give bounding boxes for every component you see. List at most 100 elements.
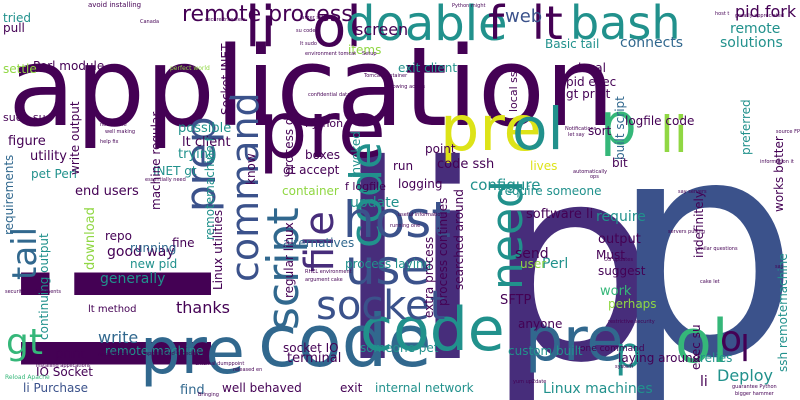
cloud-word: lt sudo xyxy=(300,41,317,47)
cloud-word: configure xyxy=(470,176,541,194)
cloud-word: useful information xyxy=(398,212,444,218)
cloud-word: require someone xyxy=(500,184,602,198)
cloud-word: need write xyxy=(100,122,127,128)
cloud-word: avoid installing xyxy=(88,1,142,9)
cloud-word: servers pulling xyxy=(668,229,705,235)
cloud-word: sort xyxy=(588,124,612,138)
cloud-word: output xyxy=(598,232,641,247)
cloud-word: sudo su xyxy=(3,111,46,124)
cloud-word: logging xyxy=(398,177,443,191)
cloud-word: laying around xyxy=(618,351,701,365)
cloud-word: p xyxy=(615,328,642,377)
cloud-word: ops xyxy=(590,174,599,180)
cloud-word: exec su xyxy=(689,324,703,370)
cloud-word: process dies xyxy=(282,100,296,175)
cloud-word: socket xyxy=(316,283,446,329)
cloud-word: pre xyxy=(440,92,542,165)
cloud-word: searched around xyxy=(452,189,466,290)
cloud-word: similar questions xyxy=(695,246,738,252)
cloud-word: items xyxy=(348,43,382,57)
cloud-word: lt client xyxy=(182,135,231,150)
cloud-word: local ssh xyxy=(507,64,520,112)
cloud-word: information it xyxy=(760,159,794,165)
cloud-word: connects xyxy=(620,35,684,51)
cloud-word: pre xyxy=(140,315,245,389)
cloud-word: lives xyxy=(530,159,558,173)
cloud-word: screen xyxy=(355,20,409,39)
cloud-word: Tomcat container xyxy=(364,73,408,79)
cloud-word: f xyxy=(488,0,505,50)
cloud-word: use xyxy=(345,240,430,296)
cloud-word: RHEL environment xyxy=(305,269,352,275)
cloud-word: Linux utilities xyxy=(211,209,225,290)
cloud-word: write xyxy=(98,328,139,347)
cloud-word: doable xyxy=(345,0,508,52)
cloud-word: run xyxy=(393,159,414,173)
cloud-word: installing applications xyxy=(36,363,91,369)
cloud-word: Apache vhost xyxy=(98,352,132,358)
cloud-word: Canada xyxy=(140,19,160,25)
cloud-word: machine regular xyxy=(149,111,163,210)
cloud-word: gt xyxy=(6,322,43,363)
cloud-word: application xyxy=(8,23,615,151)
cloud-word: system xyxy=(615,364,634,370)
cloud-word: relies xyxy=(700,351,733,365)
cloud-word: well behaved xyxy=(222,381,302,395)
cloud-word: repo xyxy=(105,229,133,243)
cloud-word: help fix xyxy=(100,139,119,145)
cloud-word: essentially need xyxy=(145,177,186,183)
cloud-word: exit xyxy=(340,381,363,395)
cloud-word: process laying xyxy=(345,257,432,271)
cloud-word: requirements xyxy=(2,154,16,235)
cloud-word: remote process xyxy=(182,2,353,27)
cloud-word: one command xyxy=(580,344,645,354)
cloud-word: web xyxy=(505,6,543,27)
cloud-word: end users xyxy=(75,184,139,199)
cloud-word: Deploy xyxy=(717,366,774,385)
cloud-word: p xyxy=(600,90,637,158)
cloud-word: built script xyxy=(613,96,627,160)
cloud-word: say servers xyxy=(678,189,707,195)
cloud-word: possible xyxy=(178,121,232,136)
cloud-word: software li xyxy=(526,207,594,222)
cloud-word: cake let xyxy=(700,279,720,285)
cloud-word: guarantee Python xyxy=(732,384,777,390)
cloud-word: internal network xyxy=(375,381,474,395)
cloud-word: user xyxy=(520,257,547,271)
cloud-word: work xyxy=(600,284,632,299)
cloud-word: host xyxy=(343,191,451,249)
cloud-word: find xyxy=(180,383,205,398)
cloud-word: li xyxy=(245,0,277,60)
cloud-word: solutions xyxy=(720,35,783,51)
cloud-word: preferred xyxy=(739,99,753,155)
cloud-word: generally xyxy=(100,271,166,287)
cloud-word: code ssh xyxy=(437,157,495,172)
cloud-word: fine xyxy=(172,236,195,250)
cloud-word: SFTP xyxy=(500,293,532,308)
cloud-word: automatically xyxy=(573,169,608,175)
cloud-word: write output xyxy=(68,101,82,175)
cloud-word: new pid xyxy=(130,257,178,271)
cloud-word: Socket INET xyxy=(219,43,233,115)
cloud-word: source FP xyxy=(775,129,800,135)
cloud-word: Python xyxy=(305,117,344,130)
cloud-word: know xyxy=(244,153,258,185)
cloud-word: Python might xyxy=(452,3,486,9)
cloud-word: lt method xyxy=(88,304,137,315)
cloud-word: running xyxy=(130,241,177,255)
cloud-word: ol xyxy=(512,95,564,163)
cloud-word: anyone xyxy=(518,317,563,331)
cloud-word: pid exec xyxy=(566,75,617,89)
cloud-word: yum up2date xyxy=(513,379,547,385)
cloud-word: utility xyxy=(30,149,67,164)
cloud-word: trying xyxy=(178,147,217,162)
cloud-word: IO Socket xyxy=(36,365,93,379)
cloud-word: Perl xyxy=(542,256,569,272)
cloud-word: Basic tail xyxy=(545,37,600,51)
cloud-word: pid fork xyxy=(735,2,797,21)
cloud-word: pet Perl xyxy=(31,167,77,181)
cloud-word: invoked xyxy=(349,131,363,178)
cloud-word: remote machine xyxy=(105,344,204,358)
cloud-word: host t xyxy=(715,11,730,17)
cloud-word: security environments xyxy=(5,289,62,295)
